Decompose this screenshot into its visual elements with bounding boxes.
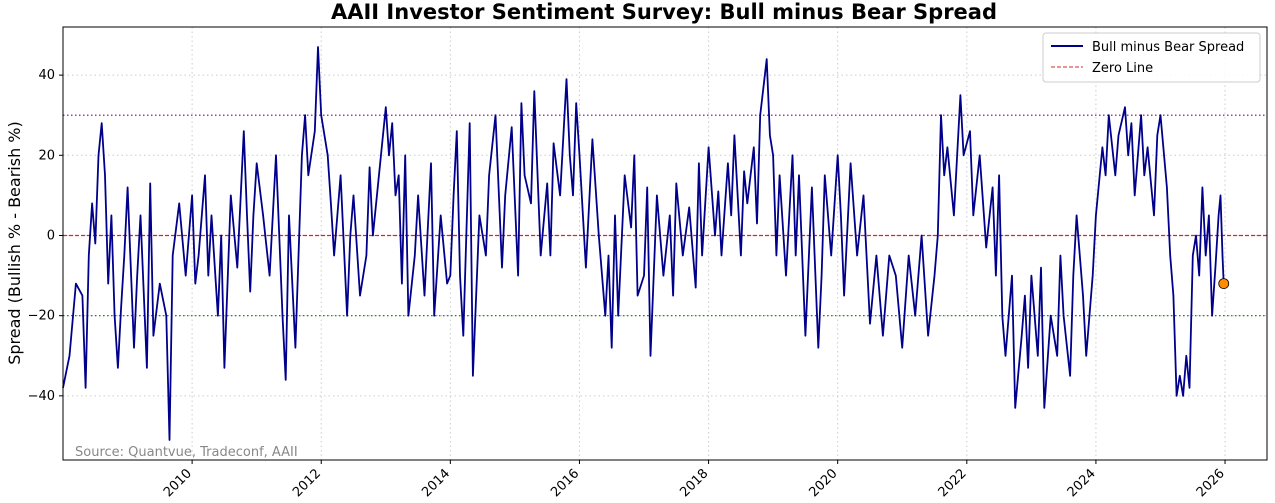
x-tick-label: 2016 [548, 466, 582, 500]
y-tick-label: 0 [47, 228, 55, 243]
y-axis-label: Spread (Bullish % - Bearish %) [5, 121, 24, 365]
y-tick-label: −40 [28, 389, 55, 404]
x-tick-label: 2012 [290, 466, 324, 500]
source-annotation: Source: Quantvue, Tradeconf, AAII [75, 445, 298, 460]
series-line [62, 46, 1225, 441]
x-tick-label: 2010 [161, 466, 195, 500]
legend: Bull minus Bear Spread Zero Line [1042, 32, 1261, 83]
chart-title: AAII Investor Sentiment Survey: Bull min… [331, 0, 997, 24]
legend-label-series: Bull minus Bear Spread [1092, 40, 1244, 55]
x-tick-label: 2024 [1065, 466, 1099, 500]
x-axis: 2010 2012 2014 2016 2018 2020 2022 2024 2026 [161, 460, 1228, 500]
x-tick-label: 2022 [936, 466, 970, 500]
latest-value-marker [1218, 278, 1230, 289]
y-tick-label: 40 [38, 68, 55, 83]
grid [63, 27, 1267, 460]
legend-label-zero-line: Zero Line [1092, 61, 1153, 76]
y-tick-label: 20 [38, 148, 55, 163]
reference-lines [63, 114, 1267, 317]
x-tick-label: 2014 [419, 466, 453, 500]
legend-box [1042, 32, 1261, 83]
y-tick-label: −20 [28, 309, 55, 324]
series-layer [62, 46, 1230, 441]
x-tick-label: 2026 [1194, 466, 1228, 500]
x-tick-label: 2020 [807, 466, 841, 500]
y-axis: −40 −20 0 20 40 [28, 68, 63, 404]
plot-frame [62, 26, 1268, 461]
x-tick-label: 2018 [677, 466, 711, 500]
